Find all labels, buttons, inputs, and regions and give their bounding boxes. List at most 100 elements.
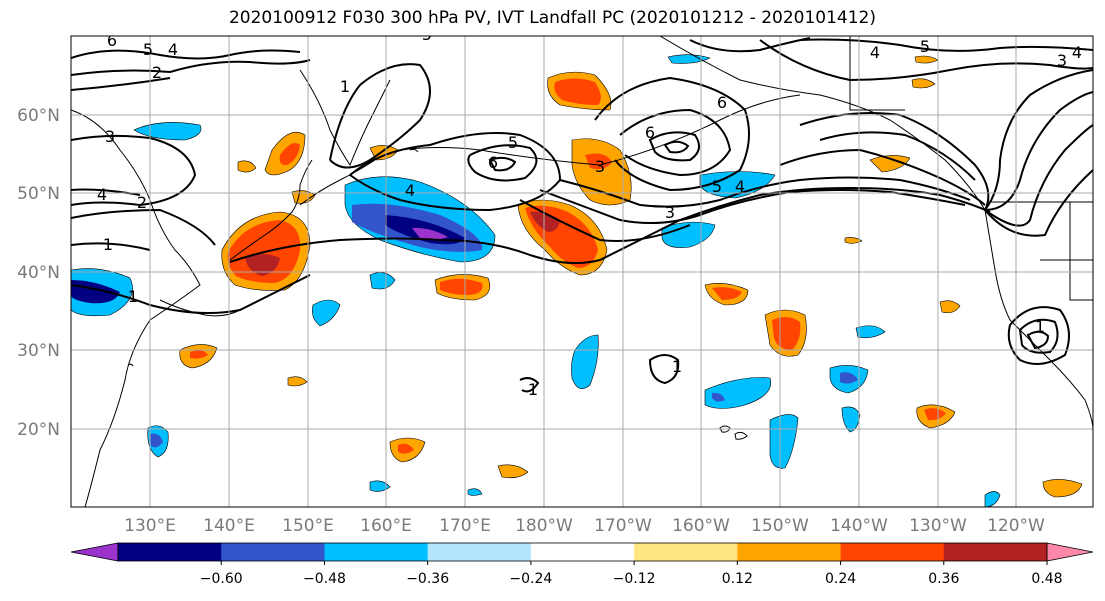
negative-anomaly-blob: [712, 392, 725, 402]
contour-label: 4: [870, 43, 880, 62]
lon-label: 160°E: [360, 516, 412, 536]
lat-label: 30°N: [17, 341, 60, 361]
colorbar-swatch: [737, 543, 842, 561]
pv-contour-line: [229, 186, 991, 264]
pv-contour-line: [619, 108, 732, 177]
map-content: 6 5 4 2 1 3 4 2 1 1 4 5 6 5 3 6 6 5 4 3 …: [71, 25, 1093, 507]
colorbar-tick-label: 0.12: [722, 571, 753, 587]
contour-label: 3: [1057, 51, 1067, 70]
kamchatka-coast: [299, 69, 391, 167]
negative-anomaly-blob: [369, 480, 391, 492]
negative-anomaly-blob: [571, 334, 599, 389]
contour-label: 3: [665, 203, 675, 222]
colorbar-swatch: [118, 543, 222, 561]
lat-label: 20°N: [17, 420, 60, 440]
positive-anomaly-blob: [440, 278, 483, 295]
colorbar: −0.60 −0.48 −0.36 −0.24 −0.12 0.12 0.24 0.36 0.4…: [70, 542, 1094, 587]
japan-coast: [159, 299, 241, 317]
negative-anomaly-blob: [133, 122, 202, 141]
contour-label: 5: [143, 40, 153, 59]
colorbar-tick-label: −0.48: [303, 571, 346, 587]
colorbar-swatch: [530, 543, 635, 561]
alaska-border: [849, 36, 905, 111]
pv-contour-line: [71, 208, 216, 246]
positive-anomaly-blob: [772, 316, 801, 350]
positive-anomaly-blob: [279, 142, 300, 166]
positive-anomaly-blob: [287, 376, 308, 387]
lon-label: 150°E: [282, 516, 334, 536]
pv-contour-line: [594, 76, 750, 192]
hawaii-island: [734, 431, 748, 440]
contour-label: 1: [1035, 317, 1045, 336]
colorbar-ticks: −0.60 −0.48 −0.36 −0.24 −0.12 0.12 0.24 0.36 0.4…: [200, 561, 1063, 587]
pv-contour-line: [71, 274, 311, 315]
contour-label: 1: [340, 77, 350, 96]
graticule: [71, 36, 1093, 507]
pv-contour-line: [71, 59, 311, 76]
contour-label: 4: [168, 40, 178, 59]
colorbar-swatch: [324, 543, 429, 561]
positive-anomaly-blob: [844, 237, 863, 244]
negative-anomaly-blob: [769, 414, 799, 469]
pv-contour-line: [1026, 330, 1050, 350]
contour-label: 1: [103, 235, 113, 254]
hawaii-island: [719, 425, 731, 433]
pv-contour-line: [779, 148, 986, 206]
lat-label: 60°N: [17, 106, 60, 126]
contour-label: 2: [152, 63, 162, 82]
pv-contour-line: [539, 189, 966, 225]
contour-label: 1: [128, 287, 138, 306]
positive-anomaly-blob: [190, 350, 208, 359]
colorbar-tick-label: −0.36: [406, 571, 449, 587]
contour-label: 3: [105, 127, 115, 146]
colorbar-swatch: [943, 543, 1048, 561]
negative-anomaly-blob: [840, 372, 858, 384]
pv-contour-line: [488, 156, 517, 172]
colorbar-swatch: [840, 543, 945, 561]
negative-anomaly-blob: [369, 272, 396, 290]
contour-label: 5: [422, 25, 432, 44]
pv-contour-line: [648, 131, 700, 162]
positive-anomaly-blob: [712, 287, 742, 300]
pv-contour-line: [984, 124, 1093, 227]
positive-anomaly-blob: [924, 408, 946, 421]
positive-anomaly-blob: [667, 54, 711, 64]
lon-label: 120°W: [987, 516, 1045, 536]
positive-anomaly-blob: [1042, 479, 1083, 498]
colorbar-swatches: [70, 542, 1094, 562]
lon-label: 130°E: [124, 516, 176, 536]
pv-contour-line: [71, 77, 171, 91]
lon-label: 170°E: [439, 516, 491, 536]
pv-contour-line: [984, 69, 1093, 211]
contour-labels: 6 5 4 2 1 3 4 2 1 1 4 5 6 5 3 6 6 5 4 3 …: [97, 25, 1082, 399]
positive-anomaly-blob: [497, 464, 529, 479]
colorbar-outline: [117, 542, 1048, 562]
lon-label: 130°W: [909, 516, 967, 536]
contour-label: 5: [712, 177, 722, 196]
map-border: [70, 35, 1094, 508]
pv-contour-line: [559, 176, 971, 208]
lon-label: 180°W: [515, 516, 573, 536]
pv-contour-line: [71, 188, 141, 196]
contour-label: 4: [97, 185, 107, 204]
contour-label: 1: [528, 380, 538, 399]
lon-label: 160°W: [672, 516, 730, 536]
contour-label: 1: [672, 357, 682, 376]
contour-label: 3: [595, 157, 605, 176]
contour-label: 6: [107, 31, 117, 50]
positive-anomaly-blob: [245, 254, 280, 276]
positive-anomaly-blob: [585, 153, 612, 170]
pv-contour-line: [799, 38, 1093, 52]
positive-anomaly-blob: [554, 78, 601, 105]
pv-contour-line: [984, 91, 1093, 211]
contour-label: 4: [735, 177, 745, 196]
colorbar-swatch: [634, 543, 738, 561]
negative-anomaly-blob: [150, 433, 163, 448]
contour-label: 6: [645, 123, 655, 142]
contour-label: 4: [405, 181, 415, 200]
colorbar-extend-min: [70, 542, 119, 562]
contour-label: 6: [717, 93, 727, 112]
lon-label: 140°E: [203, 516, 255, 536]
pv-contour-line: [71, 242, 151, 251]
